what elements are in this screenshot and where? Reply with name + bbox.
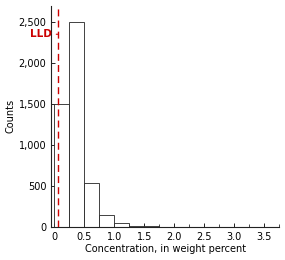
Bar (99, 215, 114, 227)
X-axis label: Concentration, in weight percent: Concentration, in weight percent (85, 244, 246, 255)
Y-axis label: Counts: Counts (5, 99, 16, 133)
Bar (114, 223, 129, 227)
Bar (129, 226, 144, 227)
Bar (54, 104, 69, 227)
Text: LLD: LLD (30, 29, 52, 39)
Bar (84, 183, 99, 227)
Bar (69, 22, 84, 227)
Bar (144, 226, 159, 227)
